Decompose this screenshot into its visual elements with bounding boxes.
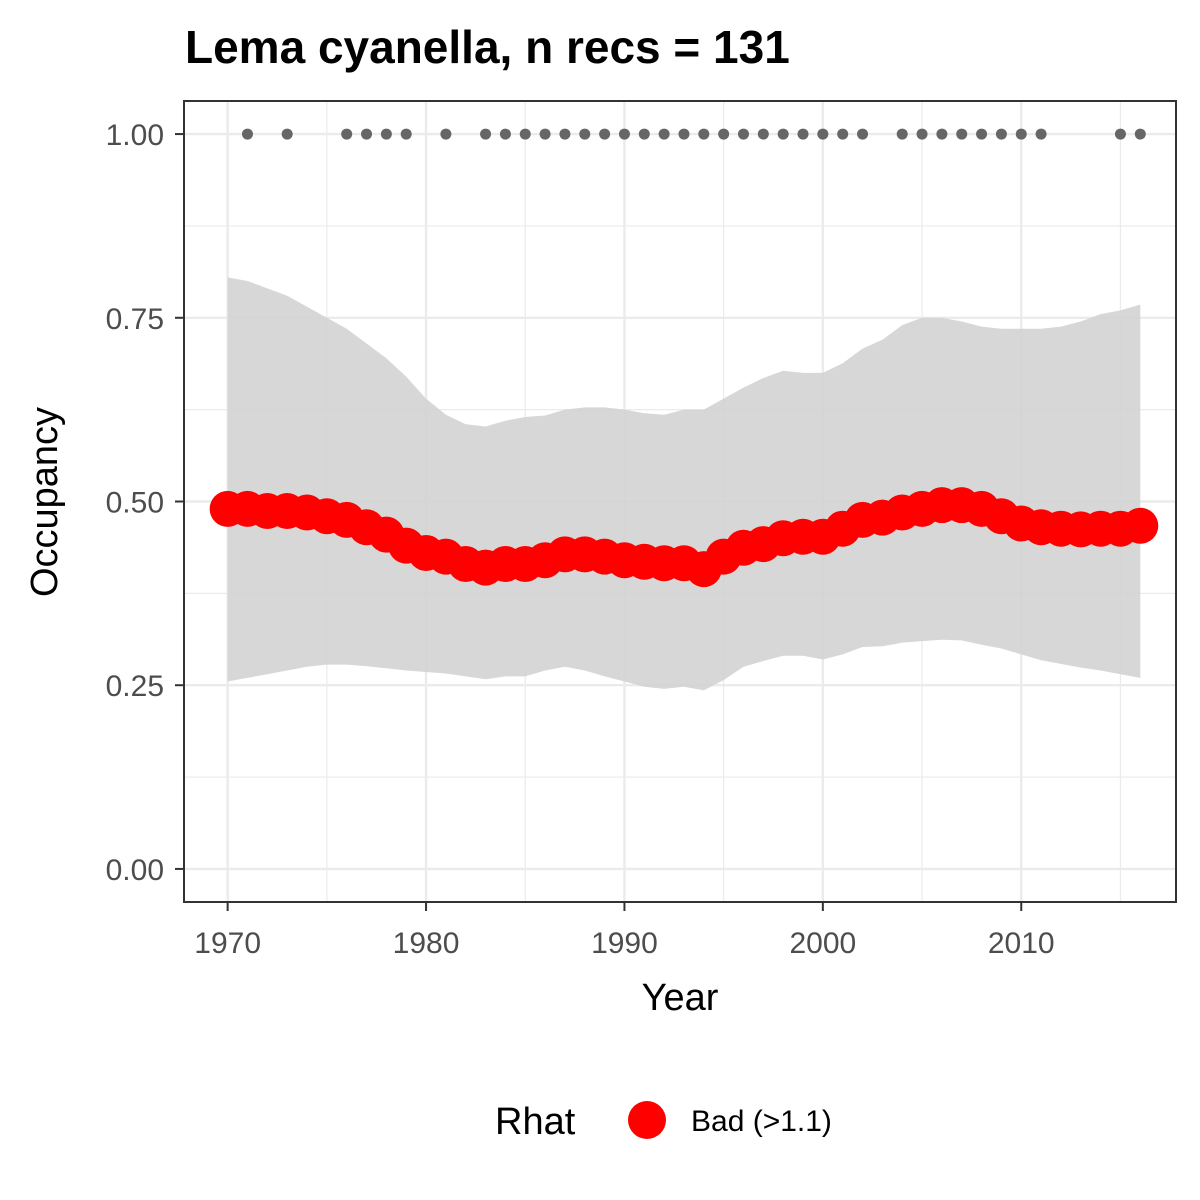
x-axis-title: Year [642,977,719,1019]
record-point [400,128,412,140]
y-tick-label: 1.00 [106,119,164,152]
legend-label-bad: Bad (>1.1) [691,1105,832,1138]
record-point [440,128,452,140]
record-point [618,128,630,140]
confidence-ribbon [227,277,1141,691]
record-point [777,128,789,140]
record-point [1114,128,1126,140]
chart-title: Lema cyanella, n recs = 131 [185,21,790,73]
x-tick-label: 1980 [393,927,460,960]
confidence-ribbon-group [227,277,1141,691]
record-point [380,128,392,140]
record-point [718,128,730,140]
record-point [857,128,869,140]
record-point [995,128,1007,140]
record-point [579,128,591,140]
x-tick-label: 2010 [988,927,1055,960]
record-point [361,128,373,140]
x-axis: 1970 1980 1990 2000 2010 [194,902,1055,960]
record-point [559,128,571,140]
record-point [797,128,809,140]
record-point [1035,128,1047,140]
legend-key-bad [628,1101,666,1139]
y-tick-label: 0.25 [106,670,164,703]
occupancy-point [1122,507,1159,544]
record-point [817,128,829,140]
records-points [241,128,1146,140]
occupancy-series [209,487,1159,588]
x-tick-label: 1990 [591,927,658,960]
x-tick-label: 2000 [789,927,856,960]
record-point [499,128,511,140]
legend-title: Rhat [495,1101,576,1143]
record-point [757,128,769,140]
record-point [936,128,948,140]
y-tick-label: 0.00 [106,854,164,887]
record-point [341,128,353,140]
record-point [698,128,710,140]
record-point [519,128,531,140]
record-point [539,128,551,140]
record-point [737,128,749,140]
record-point [480,128,492,140]
record-point [916,128,928,140]
y-axis: 0.00 0.25 0.50 0.75 1.00 [106,119,184,887]
record-point [976,128,988,140]
record-point [1015,128,1027,140]
record-point [678,128,690,140]
y-axis-title: Occupancy [24,407,66,597]
record-point [638,128,650,140]
y-tick-label: 0.75 [106,303,164,336]
record-point [241,128,253,140]
record-point [658,128,670,140]
record-point [599,128,611,140]
record-point [956,128,968,140]
legend: Rhat Bad (>1.1) [495,1101,832,1143]
record-point [1134,128,1146,140]
record-point [896,128,908,140]
x-tick-label: 1970 [194,927,261,960]
y-tick-label: 0.50 [106,487,164,520]
record-point [837,128,849,140]
record-point [281,128,293,140]
